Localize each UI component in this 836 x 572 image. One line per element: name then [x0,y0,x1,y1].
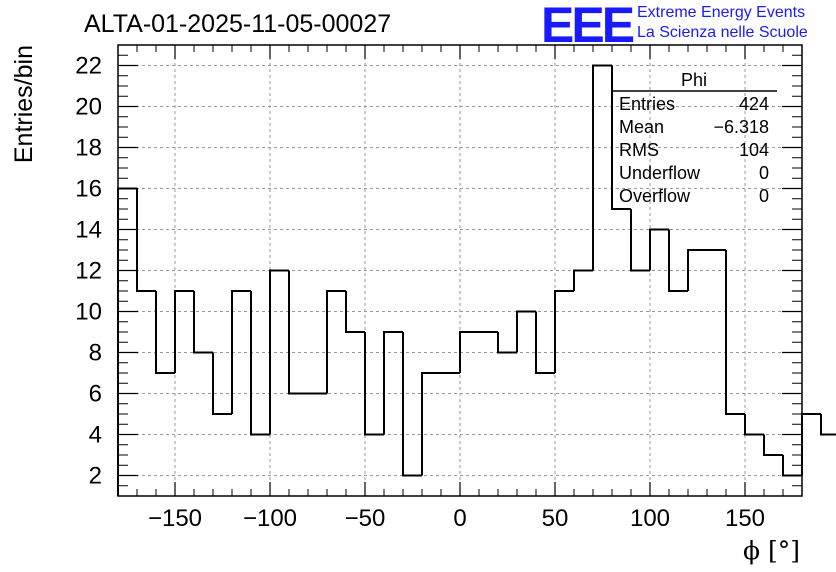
histogram-bin [763,434,783,456]
stats-value: 0 [759,163,769,183]
x-tick-label: 150 [725,505,765,532]
stats-label: Mean [619,117,664,137]
plot-frame [117,44,803,497]
histogram-bin [231,290,251,414]
histogram-bin [383,331,403,435]
histogram-bin [364,332,384,436]
histogram-bin [212,352,232,415]
y-tick-label: 10 [75,299,102,326]
histogram-bin [687,249,707,291]
histogram-bin [630,209,650,272]
histogram-bin [725,250,745,415]
logo-line-1: Extreme Energy Events [637,4,806,21]
x-tick-label: 50 [542,505,569,532]
x-tick-label: −150 [148,505,202,532]
histogram-bin [136,188,156,292]
histogram-bin [402,332,422,477]
x-tick-label: 100 [630,505,670,532]
x-tick-label: −50 [345,505,386,532]
x-tick-label: −100 [243,505,297,532]
y-tick-label: 2 [89,463,102,490]
histogram-bin [801,413,821,476]
y-tick-label: 18 [75,135,102,162]
stats-box: Phi Entries 424 Mean −6.318 RMS 104 Underflow 0… [611,70,777,206]
stats-label: Overflow [619,186,691,206]
histogram-bin [611,65,631,210]
histogram-bin [649,228,669,271]
y-tick-label: 8 [89,340,102,367]
y-tick-label: 16 [75,176,102,203]
y-tick-label: 20 [75,94,102,121]
y-tick-labels: 2 4 6 8 10 12 14 16 18 20 22 [75,53,102,490]
histogram-bin [250,291,270,436]
histogram-bin [155,291,175,374]
y-tick-label: 12 [75,258,102,285]
stats-value: 424 [739,94,769,114]
histogram-bin [592,64,612,271]
x-axis-label: ϕ [°] [743,536,800,565]
histogram-bin [345,291,365,333]
histogram-bin [516,310,536,353]
y-tick-label: 22 [75,53,102,80]
histogram-bin [573,269,593,291]
histogram-bin [554,290,574,373]
grid-lines [118,45,802,496]
stats-name: Phi [681,70,707,90]
histogram-bin [288,270,308,395]
x-tick-label: 0 [453,505,466,532]
histogram-bin [174,290,194,373]
y-tick-label: 14 [75,217,102,244]
histogram-bin [459,331,479,373]
y-axis-label: Entries/bin [10,45,38,163]
histogram-bin [820,414,836,436]
histogram-bin [326,290,346,394]
histogram-bin [421,372,441,476]
histogram-bin [535,311,555,374]
stats-label: RMS [619,140,659,160]
stats-value: 104 [739,140,769,160]
histogram-bars [117,64,836,496]
chart-title: ALTA-01-2025-11-05-00027 [84,10,392,38]
y-tick-label: 4 [89,422,102,449]
histogram-bin [193,291,213,354]
stats-value: −6.318 [713,117,769,137]
stats-value: 0 [759,186,769,206]
histogram-bin [497,332,517,354]
x-tick-labels: −150 −100 −50 0 50 100 150 [148,505,765,532]
histogram-bin [668,229,688,292]
logo-line-2: La Scienza nelle Scuole [637,24,808,41]
eee-logo: EEE [541,0,635,53]
histogram-bin [269,269,289,435]
histogram-bin [744,414,764,436]
y-tick-label: 6 [89,381,102,408]
stats-label: Underflow [619,163,701,183]
stats-label: Entries [619,94,675,114]
